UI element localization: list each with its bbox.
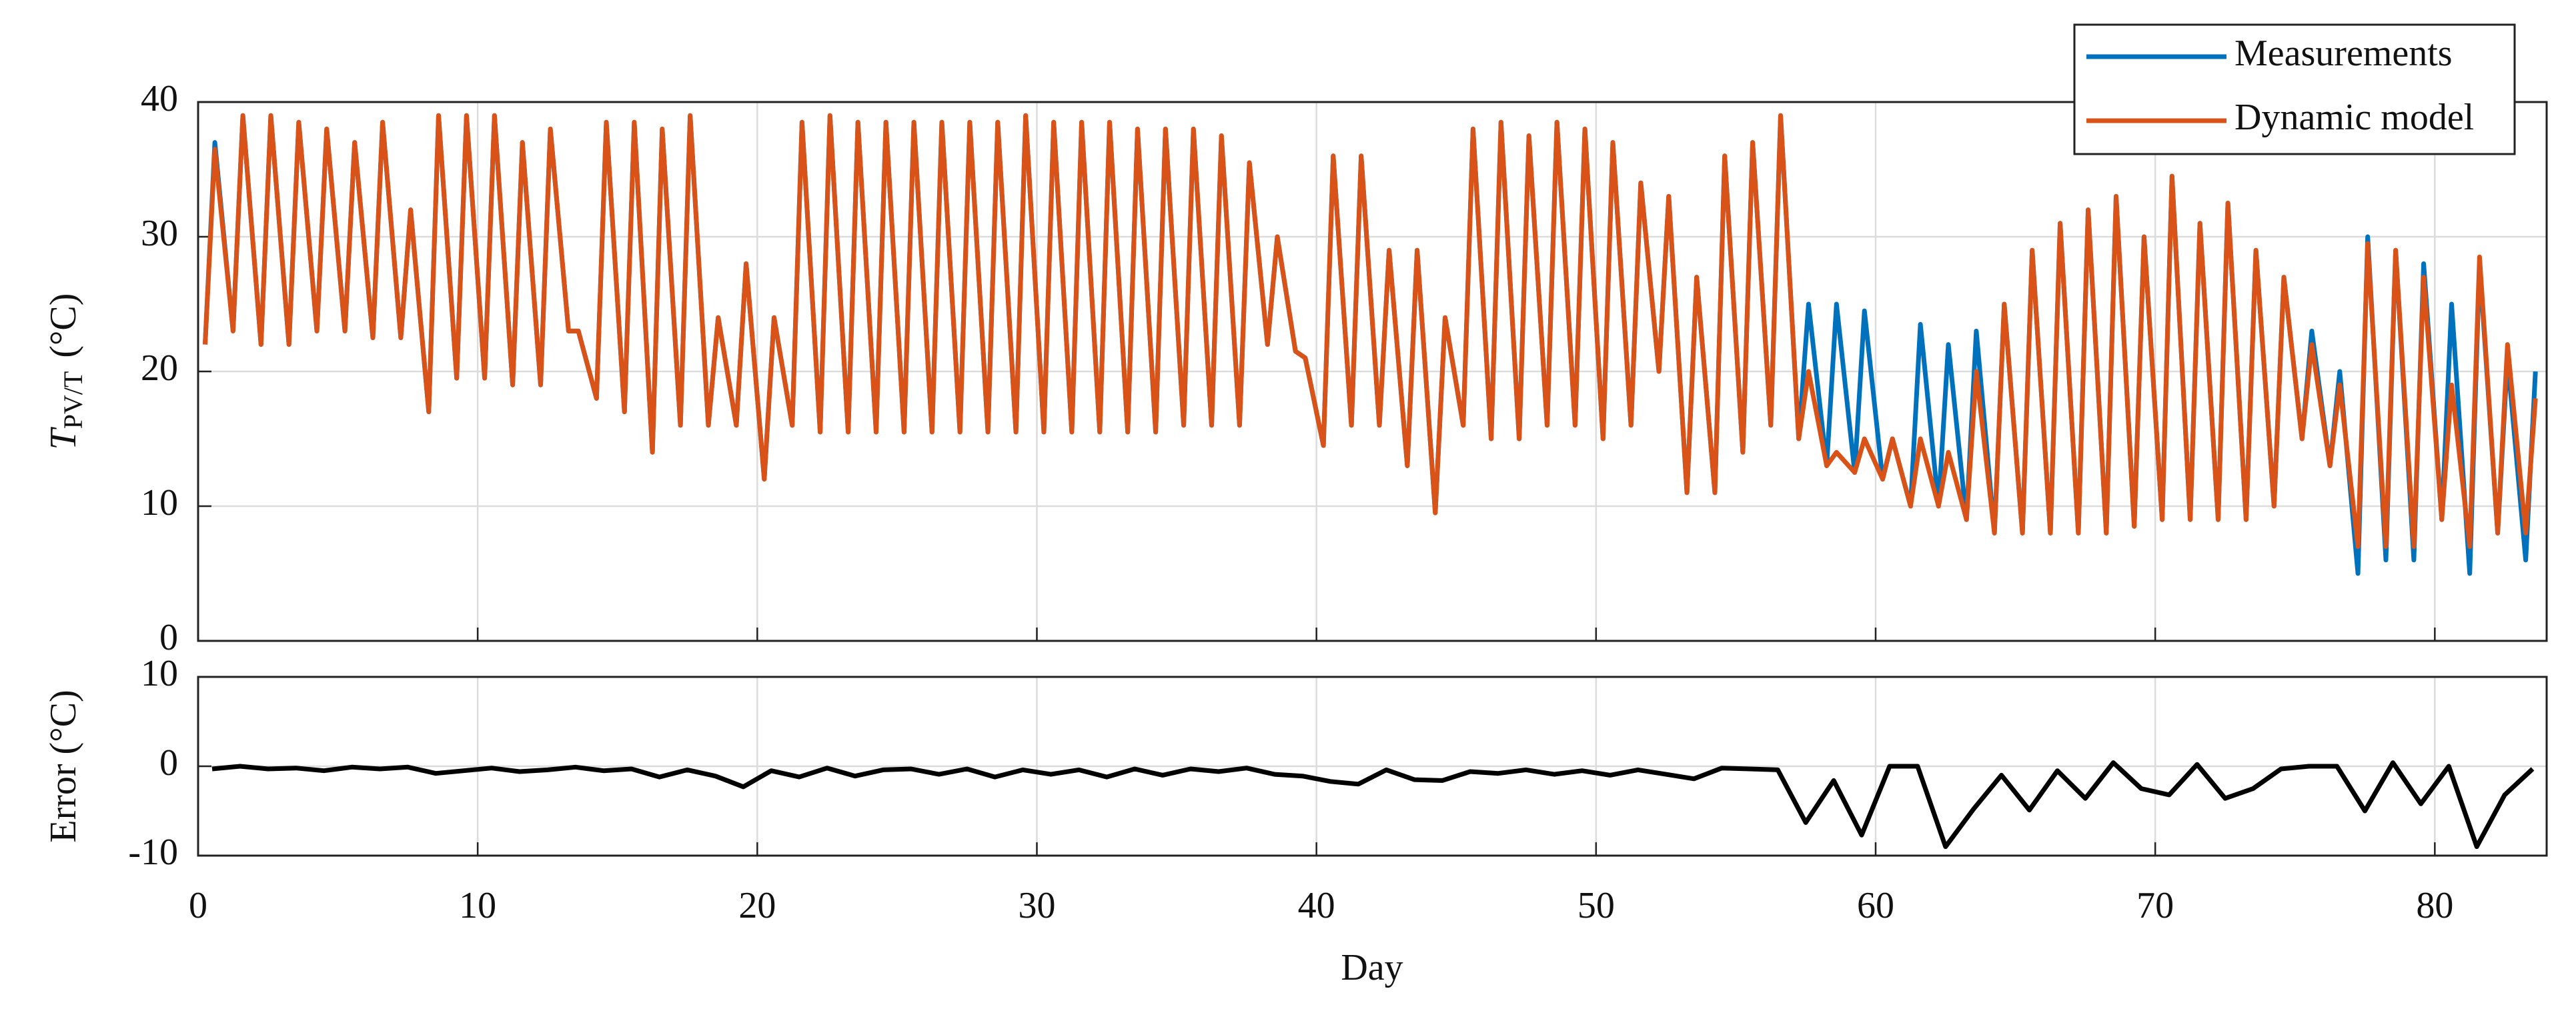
x-tick-label: 70 <box>2136 885 2174 926</box>
y-label-subscript: PV/T <box>58 371 88 429</box>
y-tick-label: 20 <box>141 347 178 389</box>
x-tick-label: 60 <box>1857 885 1894 926</box>
y-axis-label: TPV/T (°C) <box>43 293 88 450</box>
y-tick-label: -10 <box>128 832 178 873</box>
legend-label: Dynamic model <box>2234 97 2474 138</box>
x-tick-label: 0 <box>189 885 207 926</box>
data-line <box>211 760 2535 850</box>
x-tick-label: 50 <box>1577 885 1615 926</box>
x-tick-label: 10 <box>459 885 496 926</box>
y-label-unit: (°C) <box>43 293 84 358</box>
y-tick-label: 40 <box>141 78 178 119</box>
x-tick-label: 30 <box>1019 885 1056 926</box>
axes-frame <box>197 676 2548 857</box>
y-tick-label: 30 <box>141 213 178 254</box>
x-axis-label: Day <box>1341 947 1403 988</box>
y-tick-label: 0 <box>159 742 178 784</box>
y-axis-label: Error (°C) <box>43 690 84 842</box>
legend-box <box>2073 23 2516 155</box>
y-label-symbol: T <box>43 426 84 449</box>
x-tick-label: 20 <box>738 885 776 926</box>
legend-label: Measurements <box>2234 33 2453 74</box>
y-tick-label: 0 <box>159 617 178 658</box>
y-tick-label: 10 <box>141 482 178 524</box>
axes-frame <box>197 101 2548 642</box>
data-line <box>203 113 2538 550</box>
x-tick-label: 40 <box>1298 885 1335 926</box>
y-tick-label: 10 <box>141 653 178 694</box>
x-tick-label: 80 <box>2416 885 2453 926</box>
